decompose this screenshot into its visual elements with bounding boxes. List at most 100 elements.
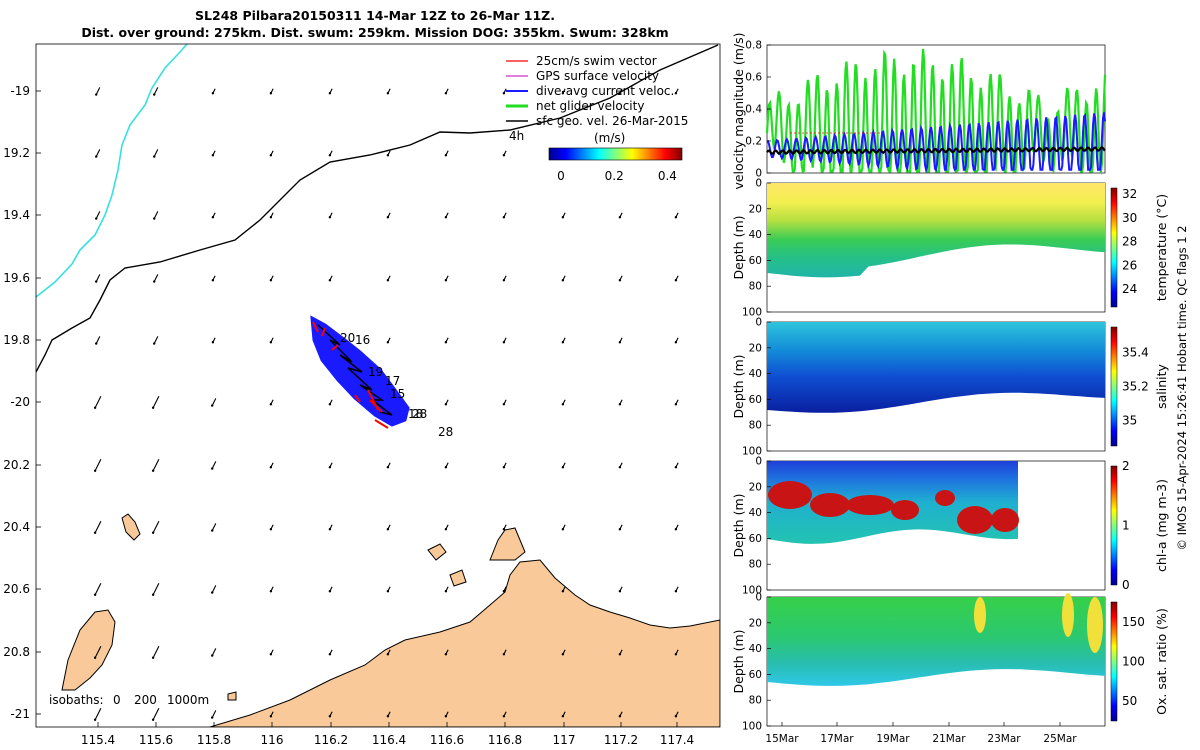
map-y-tick-label: 20.4 (3, 520, 30, 534)
velocity-arrow-head (561, 590, 565, 593)
velocity-arrow-head (618, 403, 622, 406)
velocity-arrow-head (674, 590, 678, 593)
velocity-arrow-head (502, 715, 506, 718)
velocity-arrow-head (269, 216, 273, 219)
velocity-arrow-head (269, 92, 273, 95)
velocity-arrow-head (95, 155, 98, 158)
velocity-y-tick-label: 0 (755, 168, 762, 180)
velocity-arrow-head (561, 466, 565, 469)
map-x-tick-label: 116.6 (430, 733, 464, 747)
map-x-tick-label: 115.6 (139, 733, 173, 747)
map-x-tick-label: 116.8 (488, 733, 522, 747)
velocity-arrow-head (386, 279, 390, 282)
glider-swim-vectors (312, 321, 389, 429)
section-y-tick-label: 40 (749, 368, 762, 380)
velocity-arrow-head (618, 653, 622, 656)
velocity-arrow-head (618, 715, 622, 718)
velocity-arrow-head (153, 93, 156, 96)
velocity-arrow (94, 395, 102, 409)
velocity-series (765, 48, 1107, 176)
velocity-arrow-head (151, 469, 155, 472)
velocity-arrow (152, 395, 160, 409)
velocity-arrow-head (211, 154, 215, 157)
time-tick-label: 17Mar (820, 733, 854, 745)
map-legend: 25cm/s swim vector GPS surface velocity … (506, 54, 688, 183)
isobath-200m (36, 44, 719, 373)
velocity-arrow-head (386, 715, 390, 718)
map-x-tick-label: 116 (261, 733, 284, 747)
section-y-tick-label: 80 (749, 695, 762, 707)
velocity-arrow-head (444, 341, 448, 344)
velocity-arrow-head (153, 217, 156, 220)
velocity-arrow-head (674, 341, 678, 344)
section-colorbar-tick: 26 (1122, 258, 1137, 272)
section-oxygen: 0 20 40 60 80 100 Depth (m) 150 100 50 Ox. sat. ra… (731, 592, 1169, 733)
footer-credit: © IMOS 15-Apr-2024 15:26:41 Hobart time.… (1175, 225, 1189, 550)
velocity-arrow (211, 523, 217, 531)
chl-maximum-patch (810, 493, 850, 517)
velocity-arrow-head (328, 528, 332, 531)
velocity-arrow (211, 648, 217, 656)
map-x-tick-label: 115.8 (197, 733, 231, 747)
section-y-tick-label: 100 (742, 307, 762, 319)
velocity-arrow-head (502, 653, 506, 656)
map-y-tick-label: 19.8 (3, 333, 30, 347)
velocity-arrow (95, 274, 101, 282)
chl-maximum-patch (891, 500, 919, 520)
velocity-arrow-head (93, 406, 97, 409)
velocity-arrow-head (444, 216, 448, 219)
velocity-arrow (153, 149, 159, 157)
legend-net-glider: net glider velocity (506, 99, 644, 113)
colorbar-tick-label: 0 (557, 169, 565, 183)
section-colorbar-label: temperature (°C) (1154, 194, 1169, 301)
time-axis: 15Mar 17Mar 19Mar 21Mar 23Mar 25Mar (765, 722, 1077, 745)
velocity-arrow-head (386, 653, 390, 656)
track-label: 17 (385, 374, 400, 388)
velocity-arrow-head (561, 92, 565, 95)
section-y-tick-label: 80 (749, 559, 762, 571)
velocity-arrow-head (561, 279, 565, 282)
section-colorbar-tick: 35 (1122, 414, 1137, 428)
isobath-legend-1000: 1000m (167, 693, 209, 707)
isobath-legend-title: isobaths: (49, 693, 104, 707)
velocity-arrow-head (444, 528, 448, 531)
velocity-arrow-head (444, 466, 448, 469)
isobath-legend: isobaths: 0 200 1000m (49, 693, 209, 707)
map-y-tick-label: -21 (10, 707, 30, 721)
land-peninsula (489, 527, 526, 561)
velocity-arrow (153, 274, 159, 282)
velocity-arrow-head (502, 341, 506, 344)
colorbar-tick-label: 0.2 (605, 169, 624, 183)
section-colorbar-label: Ox. sat. ratio (%) (1154, 608, 1169, 715)
velocity-arrow-head (328, 279, 332, 282)
velocity-arrow (211, 710, 217, 718)
velocity-arrow-head (618, 279, 622, 282)
velocity-ylabel: velocity magnitude (m/s) (731, 32, 746, 189)
velocity-arrow (153, 87, 159, 95)
velocity-arrow-head (502, 590, 506, 593)
velocity-arrow-head (561, 216, 565, 219)
map-x-axis: 115.4 115.6 115.8 116 116.2 116.4 116.6 116.8 11… (81, 722, 694, 747)
velocity-arrow (153, 211, 159, 219)
section-colorbar-tick: 32 (1122, 187, 1137, 201)
section-colorbar (1110, 601, 1118, 722)
velocity-arrow-head (269, 279, 273, 282)
velocity-arrow (94, 520, 102, 534)
section-ylabel: Depth (m) (731, 355, 746, 419)
velocity-y-tick-label: 0.2 (745, 136, 762, 148)
track-label: 20 (340, 331, 355, 345)
velocity-arrow-head (211, 654, 214, 657)
chl-maximum-patch (991, 508, 1019, 532)
velocity-arrow-head (561, 403, 565, 406)
track-label: 19 (368, 365, 383, 379)
velocity-arrow-head (211, 591, 214, 594)
chl-maximum-patch (957, 506, 993, 534)
velocity-arrow-head (211, 279, 215, 282)
velocity-arrow-head (618, 528, 622, 531)
velocity-arrow-head (674, 528, 678, 531)
track-label: 15 (390, 387, 405, 401)
velocity-arrow-head (328, 715, 332, 718)
velocity-arrow-head (95, 93, 98, 96)
